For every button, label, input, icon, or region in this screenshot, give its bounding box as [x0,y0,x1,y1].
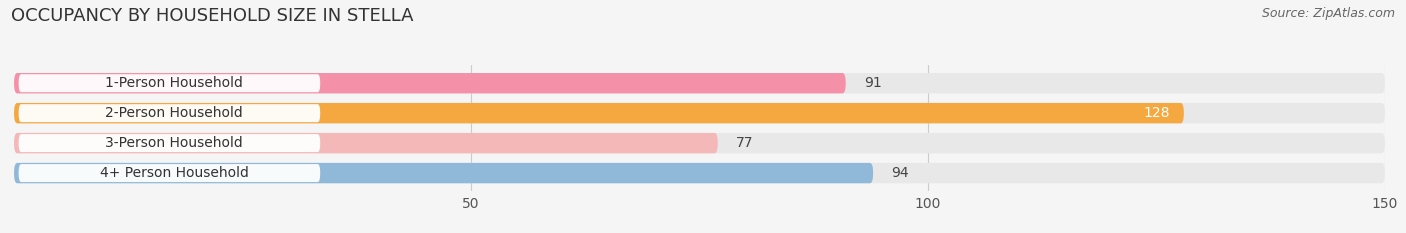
FancyBboxPatch shape [18,74,321,92]
FancyBboxPatch shape [18,104,321,122]
FancyBboxPatch shape [14,163,873,183]
FancyBboxPatch shape [14,163,1385,183]
FancyBboxPatch shape [14,133,718,153]
Text: 4+ Person Household: 4+ Person Household [100,166,249,180]
Text: 94: 94 [891,166,910,180]
FancyBboxPatch shape [14,133,1385,153]
FancyBboxPatch shape [14,103,1385,123]
Text: OCCUPANCY BY HOUSEHOLD SIZE IN STELLA: OCCUPANCY BY HOUSEHOLD SIZE IN STELLA [11,7,413,25]
Text: 77: 77 [737,136,754,150]
FancyBboxPatch shape [18,134,321,152]
Text: 1-Person Household: 1-Person Household [105,76,243,90]
Text: 2-Person Household: 2-Person Household [105,106,243,120]
FancyBboxPatch shape [14,73,846,93]
FancyBboxPatch shape [14,73,1385,93]
FancyBboxPatch shape [14,103,1184,123]
Text: Source: ZipAtlas.com: Source: ZipAtlas.com [1261,7,1395,20]
Text: 3-Person Household: 3-Person Household [105,136,243,150]
Text: 128: 128 [1143,106,1170,120]
Text: 91: 91 [863,76,882,90]
FancyBboxPatch shape [18,164,321,182]
